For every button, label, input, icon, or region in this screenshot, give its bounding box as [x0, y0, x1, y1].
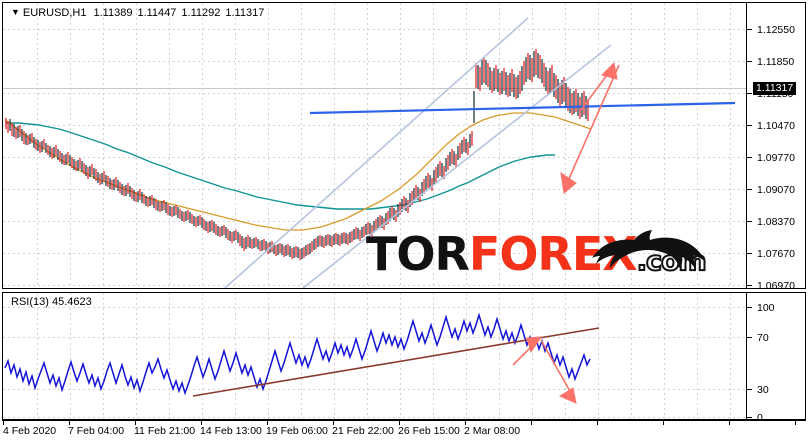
price-tick-label: 1.07670 — [757, 248, 795, 260]
quote-low: 1.11292 — [181, 7, 221, 19]
quote-open: 1.11389 — [93, 7, 133, 19]
price-tick-label: 1.11850 — [757, 56, 795, 68]
rsi-tick-label: 30 — [757, 384, 769, 396]
rsi-vertical-gridlines — [37, 293, 797, 419]
time-tick-label: 26 Feb 15:00 — [398, 425, 460, 437]
main-chart-svg — [3, 3, 805, 288]
horizontal-gridlines — [3, 29, 805, 286]
time-tick-label: 14 Feb 13:00 — [200, 425, 262, 437]
vertical-gridlines — [37, 3, 797, 288]
rsi-tick-label: 70 — [757, 332, 769, 344]
main-plot-area[interactable] — [3, 3, 805, 288]
price-bars — [5, 49, 589, 260]
rsi-axis[interactable]: 100 70 30 0 — [746, 293, 805, 424]
chart-header: ▼ EURUSD,H1 1.11389 1.11447 1.11292 1.11317 — [11, 7, 269, 19]
rsi-tick-label: 0 — [757, 412, 763, 424]
rsi-value-label: 45.4623 — [51, 296, 92, 308]
time-tick-label: 7 Feb 04:00 — [68, 425, 125, 437]
main-price-panel[interactable]: ▼ EURUSD,H1 1.11389 1.11447 1.11292 1.11317 1… — [2, 2, 806, 292]
price-tick-label: 1.10470 — [757, 120, 795, 132]
chevron-down-icon[interactable]: ▼ — [11, 7, 20, 17]
time-tick-label: 11 Feb 21:00 — [134, 425, 196, 437]
price-tick-label: 1.09770 — [757, 152, 795, 164]
forecast-arrow-rsi — [512, 336, 577, 404]
rsi-indicator-label: RSI(13) — [11, 296, 49, 308]
price-tick-label: 1.06970 — [757, 280, 795, 292]
forecast-arrow-main — [560, 61, 620, 194]
rsi-plot-area[interactable] — [3, 293, 805, 419]
rsi-chart-svg — [3, 293, 805, 419]
time-axis[interactable]: 4 Feb 2020 7 Feb 04:00 11 Feb 21:00 14 F… — [2, 420, 806, 446]
price-tick-label: 1.12550 — [757, 24, 795, 36]
price-tick-label: 1.09070 — [757, 184, 795, 196]
blue-support-trendline — [309, 101, 736, 115]
channel-lines — [224, 17, 612, 288]
time-tick-label: 21 Feb 22:00 — [332, 425, 394, 437]
rsi-tick-label: 100 — [757, 302, 775, 314]
symbol-label: EURUSD,H1 — [22, 7, 87, 19]
time-tick-label: 19 Feb 06:00 — [266, 425, 328, 437]
rsi-line — [4, 312, 591, 396]
time-tick-label: 2 Mar 08:00 — [464, 425, 521, 437]
price-axis[interactable]: 1.12550 1.11850 1.11150 1.10470 1.09770 … — [746, 3, 805, 292]
quote-close: 1.11317 — [225, 7, 265, 19]
channel-lower-line — [302, 44, 612, 288]
rsi-level-gridlines — [3, 307, 805, 418]
rsi-header: RSI(13) 45.4623 — [11, 296, 92, 308]
current-price-badge: 1.11317 — [753, 82, 797, 95]
rsi-indicator-panel[interactable]: RSI(13) 45.4623 100 70 30 0 — [2, 292, 806, 424]
quote-high: 1.11447 — [137, 7, 177, 19]
price-tick-label: 1.08370 — [757, 216, 795, 228]
channel-upper-line — [224, 17, 529, 288]
time-tick-label: 4 Feb 2020 — [3, 425, 57, 437]
